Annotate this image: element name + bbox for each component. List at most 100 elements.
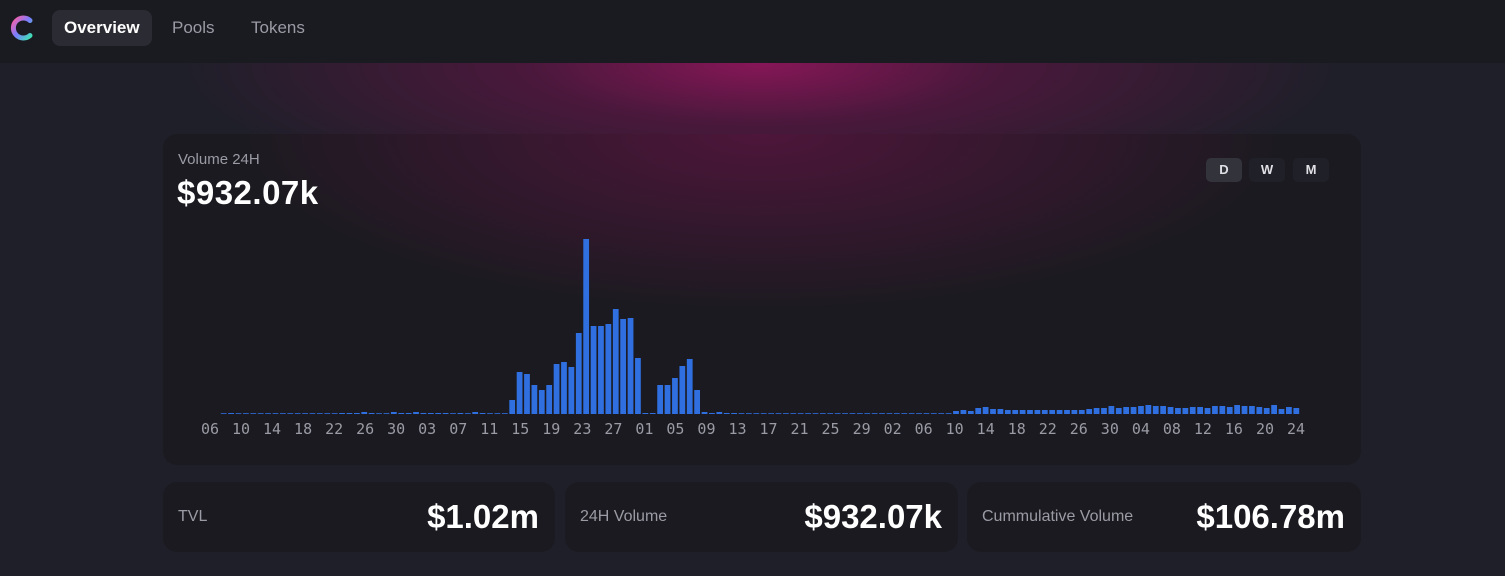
nav-overview[interactable]: Overview [52, 10, 152, 46]
volume-bar[interactable] [916, 413, 922, 414]
volume-bar[interactable] [805, 413, 811, 414]
volume-bar[interactable] [568, 367, 575, 414]
volume-bar[interactable] [457, 413, 464, 414]
volume-bar[interactable] [620, 319, 627, 414]
volume-bar[interactable] [879, 413, 885, 414]
volume-bar[interactable] [1123, 407, 1130, 414]
volume-bar[interactable] [561, 362, 567, 414]
circular-c-logo-icon[interactable] [9, 14, 37, 42]
volume-bar[interactable] [1130, 407, 1137, 414]
volume-bar[interactable] [472, 412, 479, 414]
volume-bar[interactable] [1027, 410, 1033, 414]
volume-bar[interactable] [775, 413, 782, 414]
nav-tokens[interactable]: Tokens [251, 18, 305, 37]
volume-bar[interactable] [1138, 406, 1144, 414]
volume-bar[interactable] [575, 333, 582, 414]
volume-bar[interactable] [346, 413, 353, 414]
volume-bar[interactable] [1152, 406, 1159, 414]
volume-bar[interactable] [701, 412, 708, 414]
volume-bar[interactable] [930, 413, 937, 414]
volume-bar[interactable] [731, 413, 737, 414]
volume-bar[interactable] [553, 364, 560, 414]
volume-bar[interactable] [642, 413, 649, 414]
volume-bar[interactable] [709, 413, 715, 414]
volume-bar[interactable] [1197, 407, 1204, 414]
volume-bar[interactable] [849, 413, 856, 414]
volume-bar[interactable] [997, 409, 1004, 414]
volume-bar[interactable] [1182, 408, 1189, 414]
volume-bar[interactable] [812, 413, 819, 414]
volume-bar[interactable] [1064, 410, 1070, 414]
volume-bar[interactable] [1204, 408, 1211, 414]
volume-bar[interactable] [1049, 410, 1056, 414]
volume-bar[interactable] [1189, 407, 1196, 414]
volume-bar[interactable] [1034, 410, 1041, 414]
volume-bar[interactable] [339, 413, 345, 414]
volume-bar[interactable] [945, 413, 952, 414]
volume-bar[interactable] [1219, 406, 1226, 414]
volume-bar[interactable] [990, 409, 996, 414]
volume-bar[interactable] [228, 413, 234, 414]
volume-bar[interactable] [316, 413, 323, 414]
volume-bar[interactable] [309, 413, 316, 414]
volume-bar[interactable] [1041, 410, 1048, 414]
volume-bar[interactable] [753, 413, 760, 414]
volume-bar[interactable] [479, 413, 486, 414]
volume-bar-chart[interactable]: 06 10 14 18 22 26 30 03 07 11 15 19 23 27 01 05 09 13 17 21… [163, 134, 1361, 465]
volume-bar[interactable] [1241, 406, 1248, 414]
volume-bar[interactable] [1167, 407, 1174, 414]
volume-bar[interactable] [723, 413, 730, 414]
volume-bar[interactable] [635, 358, 641, 414]
volume-bar[interactable] [842, 413, 848, 414]
volume-bar[interactable] [265, 413, 271, 414]
volume-bar[interactable] [427, 413, 434, 414]
volume-bar[interactable] [398, 413, 405, 414]
volume-bar[interactable] [220, 413, 227, 414]
volume-bar[interactable] [1271, 405, 1277, 414]
volume-bar[interactable] [450, 413, 456, 414]
volume-bar[interactable] [738, 413, 745, 414]
volume-bar[interactable] [938, 413, 945, 414]
volume-bar[interactable] [442, 413, 449, 414]
range-week-button[interactable]: W [1249, 158, 1285, 182]
volume-bar[interactable] [746, 413, 752, 414]
volume-bar[interactable] [294, 413, 301, 414]
volume-bar[interactable] [1078, 410, 1085, 414]
volume-bar[interactable] [272, 413, 279, 414]
volume-bar[interactable] [590, 326, 597, 414]
volume-bar[interactable] [923, 413, 930, 414]
volume-bar[interactable] [953, 411, 959, 414]
volume-bar[interactable] [686, 359, 693, 414]
volume-bar[interactable] [257, 413, 264, 414]
volume-bar[interactable] [1071, 410, 1078, 414]
volume-bar[interactable] [368, 413, 375, 414]
volume-bar[interactable] [679, 366, 686, 414]
volume-bar[interactable] [1286, 407, 1292, 414]
volume-bar[interactable] [1056, 410, 1063, 414]
volume-bar[interactable] [627, 318, 634, 414]
volume-bar[interactable] [420, 413, 427, 414]
volume-bar[interactable] [516, 372, 523, 414]
volume-bar[interactable] [901, 413, 908, 414]
volume-bar[interactable] [1256, 407, 1263, 414]
volume-bar[interactable] [960, 410, 967, 414]
volume-bar[interactable] [908, 413, 915, 414]
volume-bar[interactable] [827, 413, 834, 414]
volume-bar[interactable] [501, 413, 508, 414]
volume-bar[interactable] [1226, 407, 1233, 414]
volume-bar[interactable] [287, 413, 294, 414]
volume-bar[interactable] [435, 413, 442, 414]
volume-bar[interactable] [538, 390, 545, 414]
volume-bar[interactable] [1145, 405, 1152, 414]
range-day-button[interactable]: D [1206, 158, 1242, 182]
volume-bar[interactable] [1175, 408, 1181, 414]
volume-bar[interactable] [361, 412, 368, 414]
volume-bar[interactable] [1012, 410, 1019, 414]
volume-bar[interactable] [1278, 409, 1285, 414]
volume-bar[interactable] [1212, 406, 1218, 414]
volume-bar[interactable] [657, 385, 664, 414]
volume-bar[interactable] [871, 413, 878, 414]
volume-bar[interactable] [716, 412, 723, 414]
volume-bar[interactable] [509, 400, 516, 414]
volume-bar[interactable] [376, 413, 382, 414]
